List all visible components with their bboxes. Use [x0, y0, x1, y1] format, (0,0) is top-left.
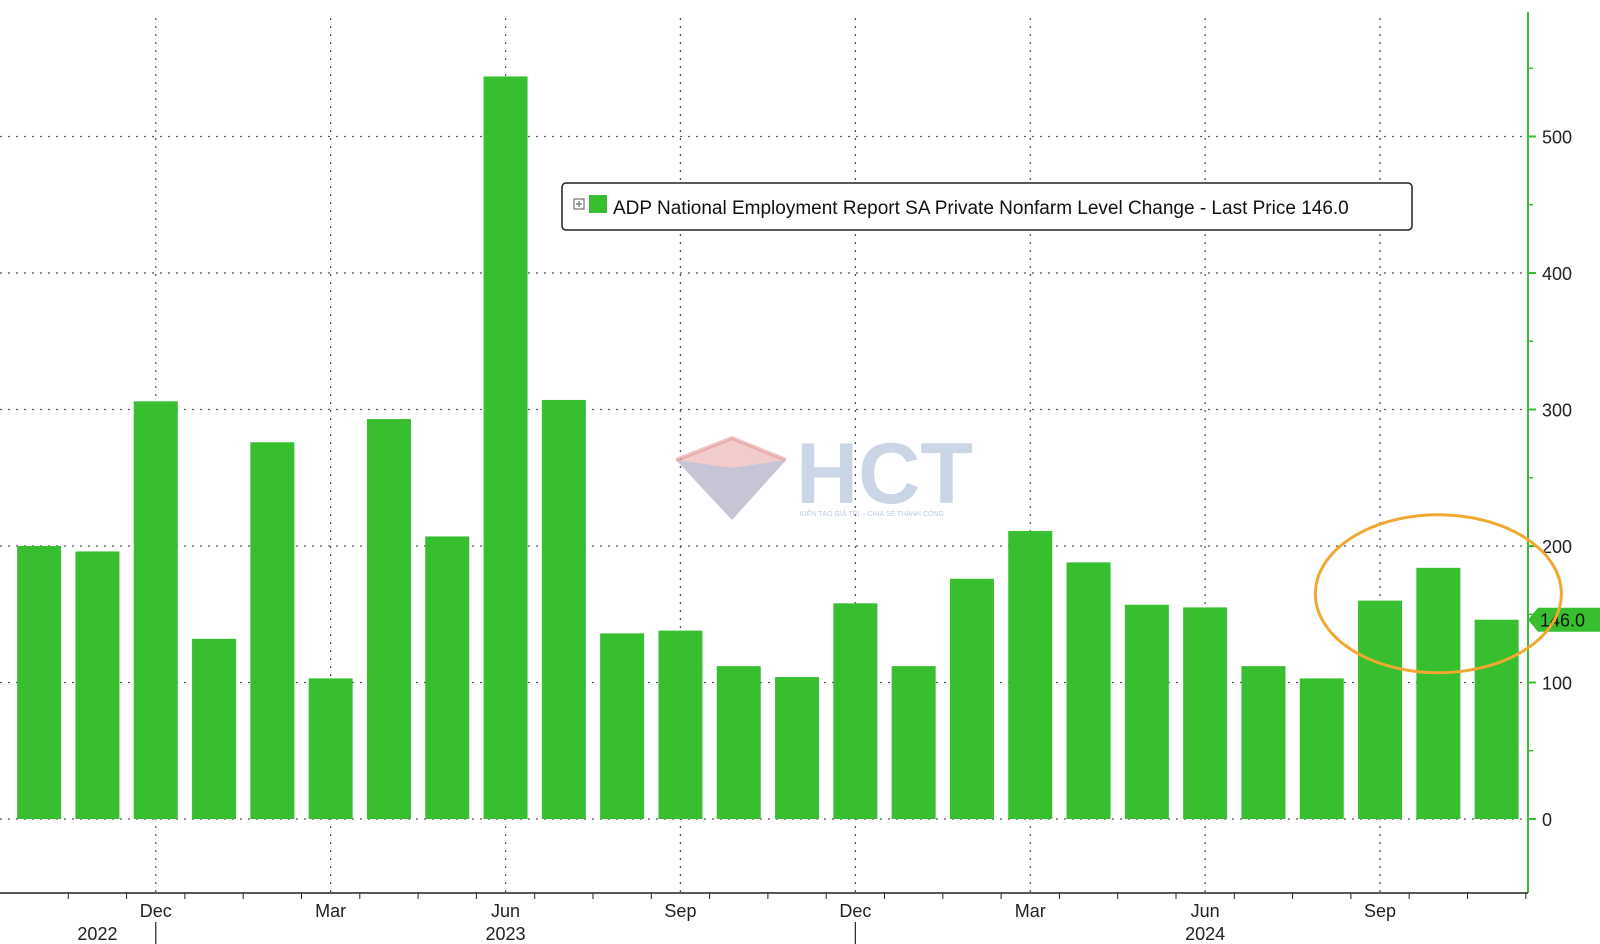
legend-swatch [589, 195, 607, 213]
bar-apr-2023 [366, 419, 411, 819]
x-month-label: Dec [140, 901, 172, 921]
x-year-label: 2024 [1185, 924, 1225, 944]
bar-dec-2023 [833, 603, 878, 819]
x-month-label: Mar [315, 901, 346, 921]
bar-mar-2023 [308, 678, 353, 819]
y-tick-label: 400 [1542, 264, 1572, 284]
bar-nov-2022 [75, 551, 120, 819]
bar-sep-2024 [1358, 600, 1403, 819]
bar-jan-2023 [192, 638, 237, 819]
last-value-marker [1528, 607, 1600, 632]
bar-jul-2024 [1241, 666, 1286, 819]
x-month-label: Jun [1191, 901, 1220, 921]
legend: ADP National Employment Report SA Privat… [561, 182, 1413, 231]
bar-aug-2023 [600, 633, 645, 819]
y-tick-label: 100 [1542, 674, 1572, 694]
bar-apr-2024 [1066, 562, 1111, 819]
bar-nov-2024 [1474, 619, 1519, 819]
x-year-label: 2023 [486, 924, 526, 944]
legend-box [561, 182, 1413, 231]
x-axis: Dec Mar Jun Sep Dec Mar Jun Sep 2022 2023 2024 [0, 892, 1528, 944]
x-month-label: Sep [664, 901, 696, 921]
y-tick-label: 500 [1542, 128, 1572, 148]
bar-oct-2022 [17, 546, 62, 819]
x-month-label: Sep [1364, 901, 1396, 921]
watermark: HCT KIẾN TẠO GIÁ TRỊ – CHIA SẺ THÀNH CÔN… [675, 426, 973, 522]
watermark-text: HCT [796, 426, 973, 522]
bar-may-2023 [425, 536, 470, 819]
bar-jun-2024 [1183, 607, 1228, 819]
last-value-label: 146.0 [1540, 611, 1585, 631]
bar-jun-2023 [483, 76, 528, 819]
bar-mar-2024 [1008, 530, 1053, 819]
bar-nov-2023 [775, 677, 820, 819]
y-tick-label: 0 [1542, 810, 1552, 830]
x-month-label: Dec [839, 901, 871, 921]
bar-feb-2024 [949, 578, 994, 819]
bar-may-2024 [1124, 604, 1169, 819]
y-tick-label: 300 [1542, 401, 1572, 421]
bar-dec-2022 [133, 401, 178, 819]
bar-jul-2023 [541, 399, 586, 819]
bar-jan-2024 [891, 666, 936, 819]
legend-label: ADP National Employment Report SA Privat… [613, 198, 1349, 219]
watermark-subtitle: KIẾN TẠO GIÁ TRỊ – CHIA SẺ THÀNH CÔNG [800, 508, 944, 518]
bar-feb-2023 [250, 442, 295, 819]
bar-sep-2023 [658, 630, 703, 819]
bar-aug-2024 [1299, 678, 1344, 819]
bar-oct-2024 [1416, 567, 1461, 819]
x-month-label: Jun [491, 901, 520, 921]
diamond-logo-icon [675, 435, 787, 520]
x-month-label: Mar [1015, 901, 1046, 921]
bars [17, 76, 1519, 819]
y-axis: 0 100 200 300 400 500 146.0 [1527, 12, 1600, 893]
highlight-ellipse [1313, 513, 1563, 675]
y-tick-label: 200 [1542, 537, 1572, 557]
bar-oct-2023 [716, 666, 761, 819]
x-year-label: 2022 [77, 924, 117, 944]
highlight-ellipse-shape [1313, 513, 1563, 675]
